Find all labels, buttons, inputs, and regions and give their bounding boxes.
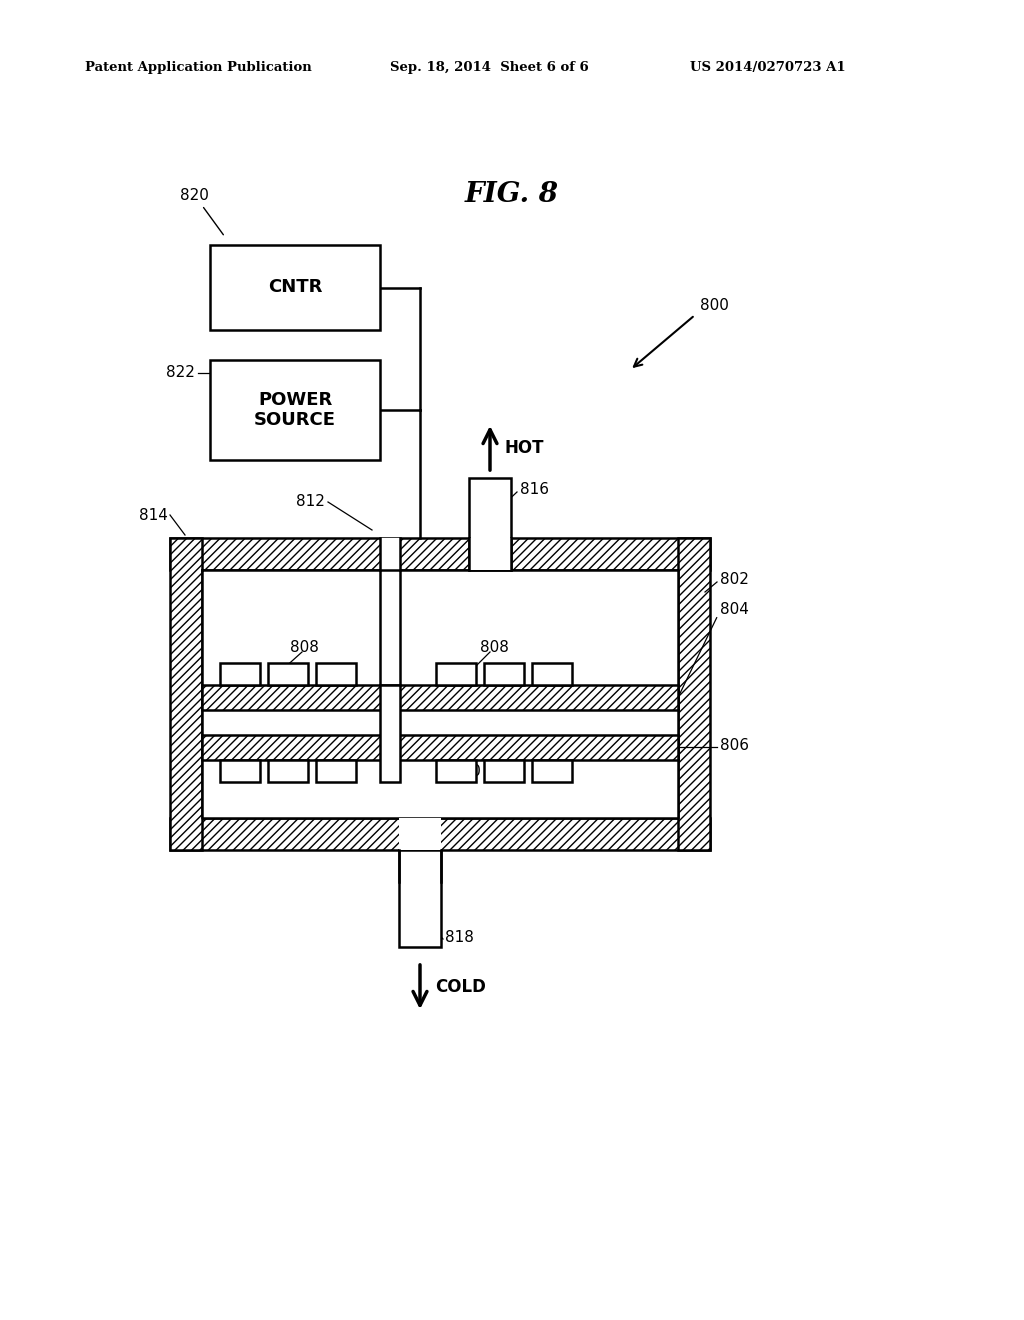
- Text: COLD: COLD: [435, 978, 485, 997]
- Bar: [532, 760, 572, 781]
- Bar: [469, 539, 511, 570]
- Bar: [316, 760, 356, 781]
- Text: 808: 808: [290, 640, 318, 656]
- Bar: [170, 818, 710, 850]
- Text: POWER
SOURCE: POWER SOURCE: [254, 391, 336, 429]
- Bar: [170, 539, 710, 570]
- Text: FIG. 8: FIG. 8: [465, 181, 559, 209]
- Bar: [436, 760, 476, 781]
- Bar: [220, 760, 260, 781]
- Bar: [380, 570, 400, 685]
- Bar: [268, 760, 308, 781]
- Text: 822: 822: [166, 366, 195, 380]
- Text: Sep. 18, 2014  Sheet 6 of 6: Sep. 18, 2014 Sheet 6 of 6: [390, 62, 589, 74]
- Bar: [678, 539, 710, 850]
- Bar: [170, 539, 202, 850]
- Text: 820: 820: [180, 187, 223, 235]
- Bar: [469, 478, 511, 570]
- Bar: [202, 570, 678, 818]
- Bar: [380, 685, 400, 781]
- Text: 816: 816: [520, 483, 549, 498]
- Text: 810: 810: [275, 764, 304, 780]
- Text: Patent Application Publication: Patent Application Publication: [85, 62, 311, 74]
- Bar: [399, 850, 441, 946]
- Text: 800: 800: [700, 297, 729, 313]
- Text: CNTR: CNTR: [268, 279, 323, 297]
- Bar: [380, 735, 400, 760]
- Bar: [220, 663, 260, 685]
- Bar: [202, 735, 678, 760]
- Text: 808: 808: [480, 640, 509, 656]
- Bar: [399, 818, 441, 850]
- Text: 818: 818: [445, 929, 474, 945]
- Text: US 2014/0270723 A1: US 2014/0270723 A1: [690, 62, 846, 74]
- Bar: [202, 685, 678, 710]
- Text: 810: 810: [452, 764, 481, 780]
- Bar: [268, 663, 308, 685]
- Text: 802: 802: [720, 573, 749, 587]
- Bar: [380, 685, 400, 710]
- Text: 806: 806: [720, 738, 749, 752]
- Bar: [484, 663, 524, 685]
- Text: 812: 812: [296, 495, 325, 510]
- Text: 814: 814: [139, 507, 168, 523]
- Text: HOT: HOT: [505, 440, 545, 457]
- Bar: [380, 539, 400, 570]
- Text: 804: 804: [720, 602, 749, 618]
- Bar: [484, 760, 524, 781]
- Bar: [436, 663, 476, 685]
- Bar: [210, 360, 380, 459]
- Bar: [210, 246, 380, 330]
- Bar: [316, 663, 356, 685]
- Bar: [532, 663, 572, 685]
